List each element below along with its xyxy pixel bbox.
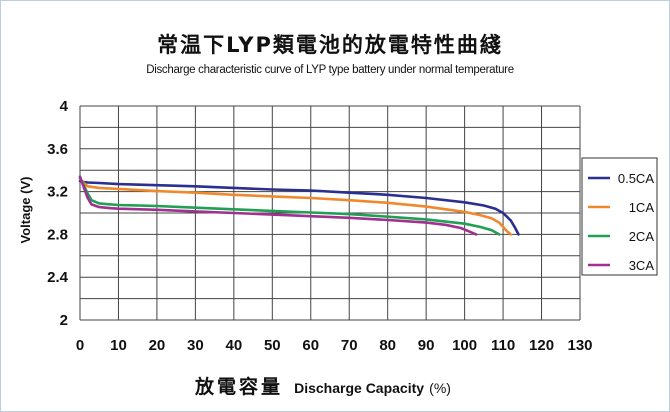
x-tick-label: 80: [379, 337, 396, 354]
series-line-3ca: [78, 175, 478, 236]
y-tick-label: 2.4: [47, 269, 69, 286]
y-tick-label: 2.8: [47, 226, 68, 243]
x-axis-label: 放電容量 Discharge Capacity (%): [194, 375, 451, 398]
legend-label-1ca: 1CA: [629, 200, 655, 215]
x-tick-label: 120: [529, 337, 554, 354]
y-axis-ticks: 2 2.4 2.8 3.2 3.6 4: [47, 98, 69, 329]
legend: 0.5CA 1CA 2CA 3CA: [581, 157, 658, 276]
y-tick-label: 2: [60, 312, 68, 329]
x-axis-label-unit: (%): [429, 380, 451, 396]
x-tick-label: 90: [418, 337, 435, 354]
y-tick-label: 3.2: [47, 184, 68, 201]
x-axis-label-cn: 放電容量: [194, 375, 283, 398]
x-tick-label: 60: [302, 337, 319, 354]
x-axis-label-en: Discharge Capacity: [294, 380, 424, 396]
y-tick-label: 4: [60, 98, 69, 115]
x-tick-label: 70: [341, 337, 358, 354]
x-tick-label: 130: [567, 337, 592, 354]
series-line-0.5ca: [78, 179, 520, 236]
x-tick-label: 0: [76, 337, 84, 354]
chart-title: 常温下LYP類電池的放電特性曲綫: [157, 33, 503, 57]
x-tick-label: 110: [491, 337, 515, 354]
series-line-1ca: [78, 177, 513, 236]
legend-label-3ca: 3CA: [629, 258, 655, 273]
x-tick-label: 30: [187, 337, 204, 354]
legend-label-2ca: 2CA: [629, 229, 655, 244]
legend-label-0.5ca: 0.5CA: [618, 171, 654, 186]
series-lines: [78, 175, 520, 236]
y-tick-label: 3.6: [47, 141, 68, 158]
x-axis-ticks: 0 10 20 30 40 50 60 70 80 90 100 110 120 130: [76, 337, 593, 354]
x-tick-label: 20: [149, 337, 166, 354]
x-tick-label: 10: [110, 337, 127, 354]
x-tick-label: 40: [226, 337, 243, 354]
chart-subtitle: Discharge characteristic curve of LYP ty…: [146, 64, 514, 76]
series-line-2ca: [78, 176, 501, 236]
x-tick-label: 50: [264, 337, 281, 354]
x-tick-label: 100: [452, 337, 477, 354]
y-axis-label: Voltage (V): [18, 177, 33, 244]
